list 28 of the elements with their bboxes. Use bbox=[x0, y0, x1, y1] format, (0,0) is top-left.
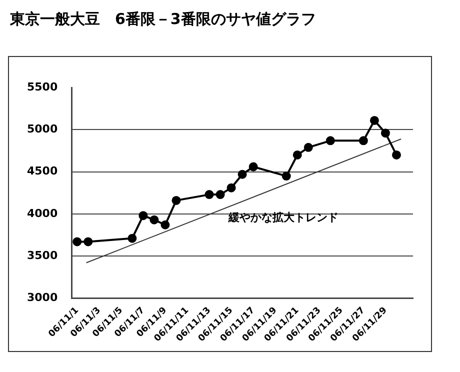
point bbox=[282, 172, 291, 181]
point bbox=[204, 190, 214, 200]
point bbox=[238, 170, 247, 179]
point bbox=[248, 162, 258, 172]
point bbox=[172, 196, 181, 205]
point bbox=[380, 128, 390, 138]
chart-title: 東京一般大豆 6番限－3番限のサヤ値グラフ bbox=[8, 9, 317, 30]
point bbox=[84, 237, 93, 246]
point bbox=[138, 211, 148, 220]
y-tick-label: 4500 bbox=[26, 164, 58, 178]
annotation: 緩やかな拡大トレンド bbox=[227, 211, 338, 224]
y-tick-label: 4000 bbox=[26, 206, 58, 220]
y-tick-label: 3000 bbox=[26, 291, 58, 304]
point bbox=[226, 183, 236, 192]
point bbox=[150, 215, 159, 224]
point bbox=[358, 136, 368, 146]
point bbox=[216, 190, 225, 200]
point bbox=[304, 142, 313, 152]
y-tick-label: 5000 bbox=[26, 122, 58, 136]
point bbox=[128, 234, 137, 243]
point bbox=[160, 220, 170, 230]
y-tick-label: 5500 bbox=[26, 80, 58, 94]
point bbox=[72, 237, 82, 246]
point bbox=[392, 150, 401, 160]
y-tick-label: 3500 bbox=[26, 248, 58, 262]
point bbox=[326, 136, 335, 146]
point bbox=[370, 116, 379, 125]
point bbox=[292, 150, 302, 160]
